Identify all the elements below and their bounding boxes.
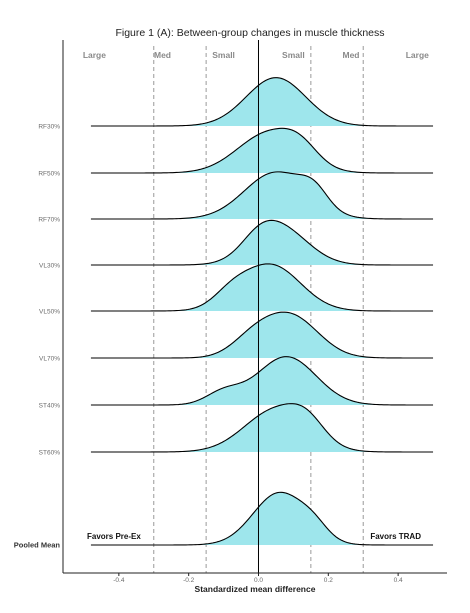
x-tick-label: 0.4: [394, 577, 403, 584]
ridge-fill: [90, 263, 434, 311]
ridge-rf30-: [90, 77, 434, 127]
ridge-rf50-: [90, 127, 434, 174]
ridges: [90, 40, 434, 573]
row-labels: RF30% RF50% RF70% VL30% VL50% VL70% ST40% ST60%…: [14, 124, 61, 550]
ridge-outline: [90, 263, 434, 312]
row-label: VL50%: [39, 309, 60, 316]
ridge-st40-: [90, 356, 434, 406]
reference-lines: [153, 46, 364, 573]
zone-labels: Large Med Small Small Med Large: [83, 50, 429, 60]
ridge-fill: [90, 77, 434, 126]
row-label: RF50%: [38, 171, 60, 178]
x-tick-label: 0.0: [254, 577, 263, 584]
x-axis-label: Standardized mean difference: [195, 584, 316, 594]
zone-label-1: Med: [154, 50, 171, 60]
ridge-vl50-: [90, 263, 434, 312]
ridge-fill: [90, 312, 434, 358]
row-label: Pooled Mean: [14, 541, 61, 550]
row-label: RF70%: [38, 217, 60, 224]
zone-label-0: Large: [83, 50, 106, 60]
x-tick-label: -0.2: [183, 577, 195, 584]
chart-title: Figure 1 (A): Between-group changes in m…: [115, 27, 384, 39]
annotation-favors-trad: Favors TRAD: [370, 532, 421, 541]
ridge-outline: [90, 219, 434, 266]
row-label: VL70%: [39, 356, 60, 363]
ridge-pooled-mean: [90, 491, 434, 546]
ridge-vl30-: [90, 219, 434, 266]
row-label: ST60%: [39, 450, 61, 457]
ridge-fill: [90, 220, 434, 265]
row-label: VL30%: [39, 263, 60, 270]
ridge-fill: [90, 403, 434, 452]
ridge-outline: [90, 171, 434, 220]
ridge-fill: [90, 128, 434, 173]
ridge-rf70-: [90, 171, 434, 220]
ridge-st60-: [90, 403, 434, 453]
x-ticks: -0.4 -0.2 0.0 0.2 0.4: [113, 573, 403, 584]
ridge-outline: [90, 77, 434, 127]
x-tick-label: 0.2: [324, 577, 333, 584]
zone-label-2: Small: [212, 50, 235, 60]
zone-label-5: Large: [406, 50, 429, 60]
zone-label-4: Med: [343, 50, 360, 60]
ridge-fill: [90, 171, 434, 219]
row-label: ST40%: [39, 403, 61, 410]
ridge-outline: [90, 403, 434, 453]
zone-label-3: Small: [282, 50, 305, 60]
ridge-outline: [90, 311, 434, 359]
ridge-vl70-: [90, 311, 434, 359]
row-label: RF30%: [38, 124, 60, 131]
ridge-fill: [90, 492, 434, 545]
x-tick-label: -0.4: [113, 577, 125, 584]
ridge-outline: [90, 491, 434, 546]
ridge-fill: [90, 356, 434, 405]
ridge-outline: [90, 356, 434, 406]
ridge-outline: [90, 127, 434, 174]
annotation-favors-pre-ex: Favors Pre-Ex: [87, 532, 141, 541]
